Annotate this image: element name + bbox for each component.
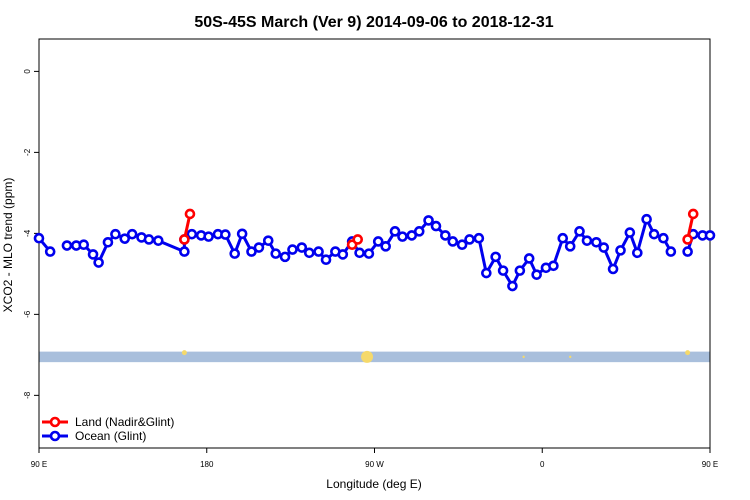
chart-title: 50S-45S March (Ver 9) 2014-09-06 to 2018…: [194, 14, 553, 31]
x-tick-label: 90 E: [31, 460, 47, 469]
ocean-series-point: [507, 280, 518, 292]
y-axis-label: XCO2 - MLO trend (ppm): [1, 178, 15, 313]
ocean-series-point: [557, 232, 569, 244]
ocean-series-point: [447, 236, 459, 247]
ocean-series-point: [648, 228, 660, 240]
ocean-series-point: [430, 220, 442, 232]
ocean-series-point: [279, 251, 291, 263]
ocean-series-point: [186, 228, 198, 240]
band-marker: [361, 350, 374, 363]
ocean-series-point: [372, 236, 384, 247]
ocean-series-point: [296, 242, 308, 253]
land-series-point: [352, 234, 364, 245]
ocean-series-point: [126, 228, 138, 240]
ocean-series-point: [380, 241, 391, 252]
x-tick-label: 180: [200, 460, 214, 469]
land-series-point: [687, 208, 699, 220]
ocean-series-point: [78, 239, 90, 251]
ocean-series-point: [220, 229, 231, 240]
ocean-series-point: [581, 235, 593, 246]
ocean-series-point: [456, 239, 468, 251]
ocean-series-point: [93, 257, 104, 268]
ocean-series-point: [641, 213, 652, 225]
ocean-series-point: [632, 247, 643, 259]
y-tick-label: -2: [23, 148, 32, 156]
ocean-series-point: [354, 247, 365, 259]
x-axis-label: Longitude (deg E): [326, 477, 421, 491]
ocean-series-point: [87, 249, 99, 260]
ocean-series-point: [61, 240, 73, 251]
legend-swatch-point: [49, 416, 61, 428]
x-tick-label: 0: [540, 460, 545, 469]
ocean-series-point: [313, 246, 324, 257]
y-tick-label: 0: [23, 69, 32, 74]
ocean-series-point: [490, 251, 501, 263]
ocean-series-point: [423, 215, 434, 226]
ocean-series-point: [682, 246, 693, 257]
ocean-series-point: [102, 236, 114, 248]
ocean-series-point: [464, 234, 475, 245]
ocean-series-point: [33, 232, 45, 244]
legend-label: Ocean (Glint): [75, 429, 146, 443]
ocean-series-point: [143, 234, 155, 245]
band-marker: [685, 350, 691, 356]
ocean-series-point: [514, 265, 526, 276]
ocean-series-point: [473, 232, 485, 244]
ocean-series-point: [203, 231, 214, 242]
plot-area: 0 -2 -4 -6 -8 90 E 180 90 W 0 90 E: [23, 38, 718, 469]
band-marker: [181, 350, 187, 356]
legend: Land (Nadir&Glint)Ocean (Glint): [42, 415, 174, 443]
ocean-series-point: [413, 226, 425, 237]
land-band: [39, 351, 710, 363]
land-series-point: [184, 208, 196, 220]
ocean-series-point: [531, 269, 542, 280]
y-tick-label: -6: [23, 310, 32, 318]
ocean-series-point: [624, 227, 636, 238]
ocean-series-point: [406, 230, 418, 241]
x-tick-label: 90 E: [702, 460, 718, 469]
land-series-point: [179, 234, 190, 245]
ocean-series-point: [607, 263, 619, 275]
ocean-series-point: [598, 242, 610, 253]
ocean-series-point: [548, 260, 559, 272]
ocean-series-point: [119, 233, 131, 244]
ocean-series-point: [44, 246, 56, 257]
band-marker: [569, 355, 572, 359]
ocean-series-point: [523, 253, 535, 264]
ocean-series-point: [287, 244, 298, 255]
ocean-series-point: [303, 247, 315, 259]
ocean-series-point: [236, 228, 248, 240]
ocean-series-point: [262, 235, 274, 246]
ocean-series-point: [481, 267, 492, 279]
legend-swatch-point: [49, 430, 61, 442]
ocean-series-point: [152, 235, 164, 246]
ocean-series-point: [389, 226, 401, 237]
ocean-series-point: [574, 226, 585, 237]
ocean-series-point: [270, 248, 282, 259]
ocean-series-point: [497, 265, 509, 276]
ocean-series-point: [246, 246, 257, 257]
ocean-series-point: [397, 231, 408, 242]
ocean-series-point: [665, 246, 677, 257]
ocean-series-point: [591, 236, 602, 248]
ocean-series-point: [337, 249, 349, 260]
ocean-series-point: [320, 254, 332, 265]
ocean-series-point: [615, 245, 626, 256]
ocean-series-point: [363, 248, 375, 259]
ocean-series-point: [440, 230, 451, 241]
y-tick-label: -8: [23, 391, 32, 399]
ocean-series-point: [110, 228, 121, 240]
x-tick-label: 90 W: [365, 460, 384, 469]
ocean-series-point: [564, 241, 576, 252]
legend-label: Land (Nadir&Glint): [75, 415, 174, 429]
ocean-series-point: [658, 232, 669, 244]
ocean-series-point: [229, 248, 241, 259]
ocean-series-point: [704, 230, 716, 241]
y-tick-label: -4: [23, 229, 32, 237]
band-marker: [522, 355, 525, 359]
land-series-point: [682, 234, 693, 245]
ocean-series-point: [253, 242, 265, 253]
ocean-series-point: [179, 246, 190, 257]
